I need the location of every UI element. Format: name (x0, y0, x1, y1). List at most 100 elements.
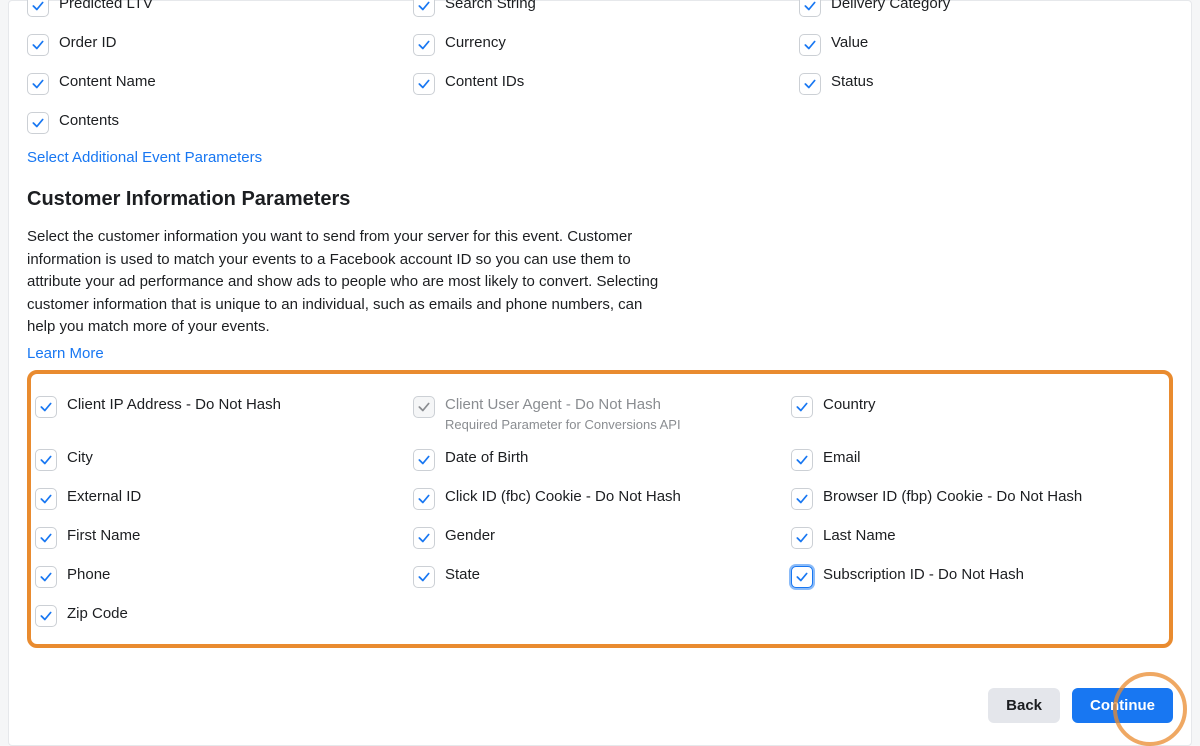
param-item: Order ID (27, 28, 401, 61)
checkbox-phone[interactable] (35, 566, 57, 588)
param-item: Search String (413, 0, 787, 22)
param-label: Search String (445, 0, 536, 14)
param-label: Predicted LTV (59, 0, 153, 14)
param-label: External ID (67, 487, 141, 507)
param-item: Client IP Address - Do Not Hash (35, 390, 401, 423)
param-label: Country (823, 395, 876, 415)
param-item: State (413, 560, 779, 593)
checkbox-predicted-ltv[interactable] (27, 0, 49, 17)
check-icon (39, 531, 53, 545)
checkbox-delivery-category[interactable] (799, 0, 821, 17)
check-icon (795, 492, 809, 506)
check-icon (31, 0, 45, 13)
param-item: Last Name (791, 521, 1157, 554)
param-label: Value (831, 33, 868, 53)
checkbox-value[interactable] (799, 34, 821, 56)
event-parameters-grid: Predicted LTV Search String Delivery Cat… (27, 0, 1173, 139)
param-item: Client User Agent - Do Not Hash Required… (413, 390, 779, 437)
param-item: Phone (35, 560, 401, 593)
check-icon (31, 38, 45, 52)
check-icon (417, 77, 431, 91)
continue-button[interactable]: Continue (1072, 688, 1173, 723)
checkbox-currency[interactable] (413, 34, 435, 56)
check-icon (795, 453, 809, 467)
checkbox-zip[interactable] (35, 605, 57, 627)
param-label: Content Name (59, 72, 156, 92)
check-icon (39, 453, 53, 467)
checkbox-search-string[interactable] (413, 0, 435, 17)
check-icon (803, 0, 817, 13)
param-item: Delivery Category (799, 0, 1173, 22)
param-item: Content IDs (413, 67, 787, 100)
footer-actions: Back Continue (9, 674, 1191, 745)
checkbox-fbc[interactable] (413, 488, 435, 510)
learn-more-link[interactable]: Learn More (27, 345, 104, 362)
checkbox-dob[interactable] (413, 449, 435, 471)
customer-info-description: Select the customer information you want… (27, 226, 667, 339)
checkbox-content-name[interactable] (27, 73, 49, 95)
param-label: Browser ID (fbp) Cookie - Do Not Hash (823, 487, 1082, 507)
param-item: Currency (413, 28, 787, 61)
param-item: Country (791, 390, 1157, 423)
checkbox-contents[interactable] (27, 112, 49, 134)
check-icon (417, 453, 431, 467)
check-icon (39, 609, 53, 623)
back-button[interactable]: Back (988, 688, 1060, 723)
checkbox-fbp[interactable] (791, 488, 813, 510)
checkbox-subscription-id[interactable] (791, 566, 813, 588)
param-item: Predicted LTV (27, 0, 401, 22)
param-item: Date of Birth (413, 443, 779, 476)
param-label: Client User Agent - Do Not Hash (445, 395, 681, 415)
param-label: Click ID (fbc) Cookie - Do Not Hash (445, 487, 681, 507)
param-sublabel: Required Parameter for Conversions API (445, 417, 681, 432)
param-label: Date of Birth (445, 448, 528, 468)
param-label: Subscription ID - Do Not Hash (823, 565, 1024, 585)
param-item: Contents (27, 106, 401, 139)
param-label: Currency (445, 33, 506, 53)
check-icon (417, 400, 431, 414)
checkbox-content-ids[interactable] (413, 73, 435, 95)
customer-parameters-highlight: Client IP Address - Do Not Hash Client U… (27, 370, 1173, 648)
checkbox-client-ip[interactable] (35, 396, 57, 418)
check-icon (803, 38, 817, 52)
checkbox-city[interactable] (35, 449, 57, 471)
param-label: Delivery Category (831, 0, 950, 14)
param-item: City (35, 443, 401, 476)
param-item: Browser ID (fbp) Cookie - Do Not Hash (791, 482, 1157, 515)
param-label: Content IDs (445, 72, 524, 92)
param-label: State (445, 565, 480, 585)
param-item: Subscription ID - Do Not Hash (791, 560, 1157, 593)
customer-info-title: Customer Information Parameters (27, 188, 1173, 211)
check-icon (39, 400, 53, 414)
check-icon (803, 77, 817, 91)
param-item: External ID (35, 482, 401, 515)
param-label: City (67, 448, 93, 468)
checkbox-order-id[interactable] (27, 34, 49, 56)
check-icon (417, 0, 431, 13)
checkbox-country[interactable] (791, 396, 813, 418)
param-item: Content Name (27, 67, 401, 100)
checkbox-email[interactable] (791, 449, 813, 471)
check-icon (795, 531, 809, 545)
param-label: Contents (59, 111, 119, 131)
checkbox-first-name[interactable] (35, 527, 57, 549)
param-item: Status (799, 67, 1173, 100)
check-icon (417, 38, 431, 52)
checkbox-status[interactable] (799, 73, 821, 95)
customer-parameters-grid: Client IP Address - Do Not Hash Client U… (35, 390, 1157, 632)
select-additional-parameters-link[interactable]: Select Additional Event Parameters (27, 149, 262, 166)
checkbox-state[interactable] (413, 566, 435, 588)
config-panel: Predicted LTV Search String Delivery Cat… (8, 0, 1192, 746)
check-icon (795, 400, 809, 414)
param-label: Order ID (59, 33, 117, 53)
param-label: Last Name (823, 526, 896, 546)
param-label: Gender (445, 526, 495, 546)
checkbox-gender[interactable] (413, 527, 435, 549)
checkbox-client-user-agent (413, 396, 435, 418)
checkbox-last-name[interactable] (791, 527, 813, 549)
check-icon (417, 531, 431, 545)
param-label: First Name (67, 526, 140, 546)
checkbox-external-id[interactable] (35, 488, 57, 510)
check-icon (417, 570, 431, 584)
param-item: Email (791, 443, 1157, 476)
